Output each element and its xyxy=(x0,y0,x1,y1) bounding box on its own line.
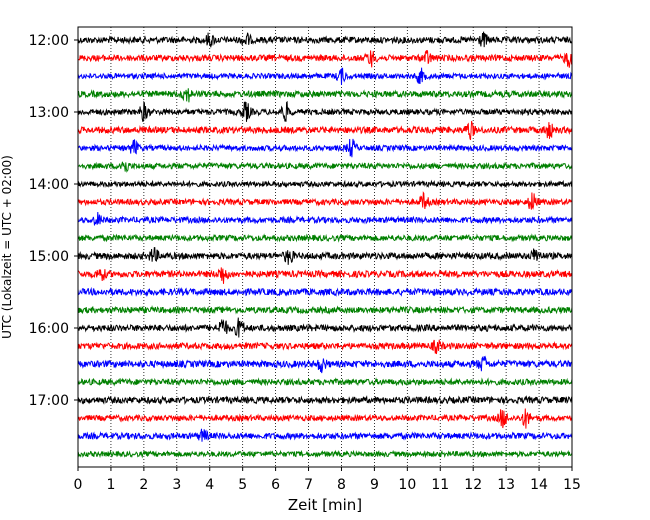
y-axis-ticks: 12:00 13:00 14:00 15:00 16:00 17:00 xyxy=(29,33,78,409)
seismic-trace xyxy=(77,286,573,297)
y-tick-label: 13:00 xyxy=(29,105,69,121)
seismic-trace xyxy=(77,233,573,243)
x-tick-label: 6 xyxy=(271,477,280,493)
x-tick-label: 0 xyxy=(74,477,83,493)
seismic-trace xyxy=(77,408,573,429)
seismic-trace xyxy=(77,395,573,406)
seismic-trace xyxy=(77,305,573,315)
x-tick-label: 13 xyxy=(497,477,515,493)
seismic-trace xyxy=(77,49,573,68)
x-axis-ticks: 0 1 2 3 4 5 6 7 8 9 10 11 12 13 14 15 xyxy=(74,467,581,493)
seismic-trace xyxy=(77,339,573,355)
seismic-trace xyxy=(77,67,573,86)
x-tick-label: 15 xyxy=(563,477,581,493)
y-tick-label: 15:00 xyxy=(29,249,69,265)
seismic-trace xyxy=(77,449,573,459)
y-tick-label: 14:00 xyxy=(29,177,69,193)
y-axis-label: UTC (Lokalzeit = UTC + 02:00) xyxy=(0,155,14,339)
y-tick-label: 17:00 xyxy=(29,393,69,409)
x-tick-label: 1 xyxy=(106,477,115,493)
seismic-trace xyxy=(77,100,573,122)
seismic-trace xyxy=(77,31,572,48)
seismic-trace xyxy=(77,161,573,173)
plot-frame xyxy=(77,26,573,468)
y-tick-label: 16:00 xyxy=(29,321,69,337)
seismic-trace xyxy=(77,191,573,210)
seismic-trace xyxy=(77,267,573,284)
x-tick-label: 12 xyxy=(464,477,482,493)
x-tick-label: 5 xyxy=(238,477,247,493)
seismic-trace xyxy=(77,211,573,226)
x-tick-label: 8 xyxy=(337,477,346,493)
seismic-trace xyxy=(77,317,573,338)
x-tick-label: 11 xyxy=(431,477,449,493)
x-axis-label: Zeit [min] xyxy=(288,496,362,514)
seismic-trace xyxy=(77,179,573,189)
seismic-trace xyxy=(77,120,573,141)
x-tick-label: 14 xyxy=(530,477,548,493)
trace-group xyxy=(77,31,573,459)
seismic-trace xyxy=(77,377,573,387)
y-tick-label: 12:00 xyxy=(29,33,69,49)
seismic-trace xyxy=(77,138,573,158)
x-tick-label: 7 xyxy=(304,477,313,493)
x-tick-label: 2 xyxy=(139,477,148,493)
seismic-trace xyxy=(77,88,573,103)
seismic-trace xyxy=(77,355,573,374)
seismic-trace xyxy=(77,247,573,265)
x-tick-label: 4 xyxy=(205,477,214,493)
x-tick-label: 3 xyxy=(172,477,181,493)
vertical-grid xyxy=(110,27,540,467)
x-tick-label: 10 xyxy=(398,477,416,493)
x-tick-label: 9 xyxy=(370,477,379,493)
seismic-trace xyxy=(77,428,573,442)
